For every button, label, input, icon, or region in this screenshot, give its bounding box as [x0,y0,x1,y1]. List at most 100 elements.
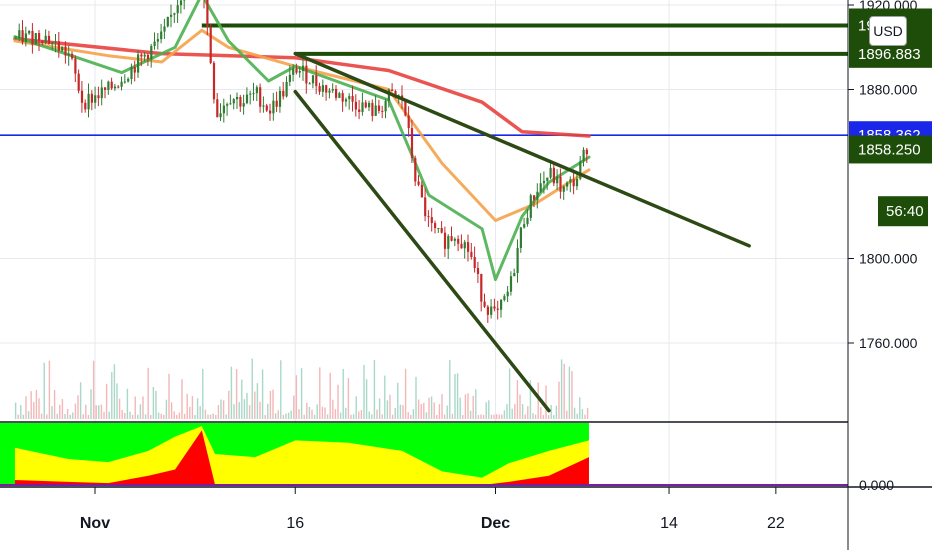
volume-bar [480,414,482,419]
horizontal-levels[interactable] [0,23,848,137]
volume-bar [404,368,407,419]
candle-body [407,115,410,129]
candle-body [361,102,364,112]
candle-body [523,224,526,228]
volume-bar [454,373,456,419]
candle-body [434,223,437,229]
candle-body [335,89,338,98]
indicator-mid-zone [14,426,589,485]
volume-bar [238,402,240,419]
candle-body [212,62,216,100]
volume-bar [311,409,313,419]
volume-bar [475,389,477,419]
volume-bar [516,380,519,419]
candle-body [549,167,552,178]
volume-bar [139,404,142,419]
volume-bar [443,414,446,419]
candle-body [18,30,21,39]
candle-body [467,242,470,252]
candle-body [562,186,565,192]
candle-body [84,102,87,110]
candle-body [328,90,331,93]
volume-bar [345,407,347,419]
candle-body [153,41,156,46]
volume-bar [464,394,467,419]
candle-body [315,75,318,87]
candle-body [493,306,496,309]
volume-bar [228,390,230,419]
candle-body [377,105,381,111]
candle-body [569,179,572,183]
indicator-pane [0,423,848,486]
volume-bar [469,410,472,419]
candle-body [539,183,542,192]
volume-bar [92,360,95,419]
candle-body [437,228,440,230]
volume-bar [113,364,116,419]
candle-body [295,68,298,73]
volume-bar [264,414,266,419]
volume-bar [485,402,487,419]
volume-bar [95,405,97,419]
volume-bar [355,396,357,419]
volume-bar [532,413,534,419]
volume-bar [423,402,425,419]
candle-body [24,33,27,43]
currency-button[interactable]: USD [869,16,907,46]
candle-body [556,176,559,184]
volume-bar [160,413,162,419]
volume-bar [433,402,435,419]
volume-bar [230,366,233,419]
volume-bar [511,408,513,419]
volume-bar [529,380,532,419]
y-tick-label: 1880.000 [859,82,918,98]
volume-bar [373,359,376,419]
volume-bar [545,385,547,419]
volume-bar [191,396,194,419]
candle-body [513,273,516,277]
candle-body [529,195,532,218]
candle-body [414,158,417,182]
volume-bar [157,412,160,419]
volume-bar [194,414,196,419]
candle-body [371,102,374,116]
candle-body [536,191,539,200]
candle-body [566,182,569,187]
volume-bar [524,414,526,419]
x-tick-label: 22 [767,515,785,532]
candle-body [34,33,37,45]
volume-bar [131,414,134,419]
volume-bar [14,402,17,419]
candle-body [457,238,460,244]
volume-bar [246,392,248,419]
volume-bar [118,398,121,419]
x-tick-label: Nov [80,515,110,532]
volume-bar [347,378,350,419]
candle-body [163,26,166,32]
candle-body [516,247,519,274]
volume-bar [103,411,105,419]
candle-body [140,54,143,57]
volume-bar [241,379,243,419]
candle-body [219,113,222,118]
candle-body [460,243,463,249]
volume-bar [368,411,370,419]
candle-body [463,242,466,249]
volume-bar [495,414,498,419]
candle-body [348,96,351,100]
candle-body [552,167,555,184]
volume-bar [407,412,409,419]
volume-bar [90,389,92,419]
trendlines[interactable] [293,51,751,413]
volume-bars [14,358,589,419]
volume-bar [126,388,129,419]
candle-body [14,38,18,40]
volume-bar [560,359,563,419]
candle-body [104,87,107,90]
volume-bar [397,382,399,419]
candle-body [94,95,97,103]
volume-bar [428,397,430,419]
volume-bar [467,393,469,419]
candle-body [503,296,506,300]
